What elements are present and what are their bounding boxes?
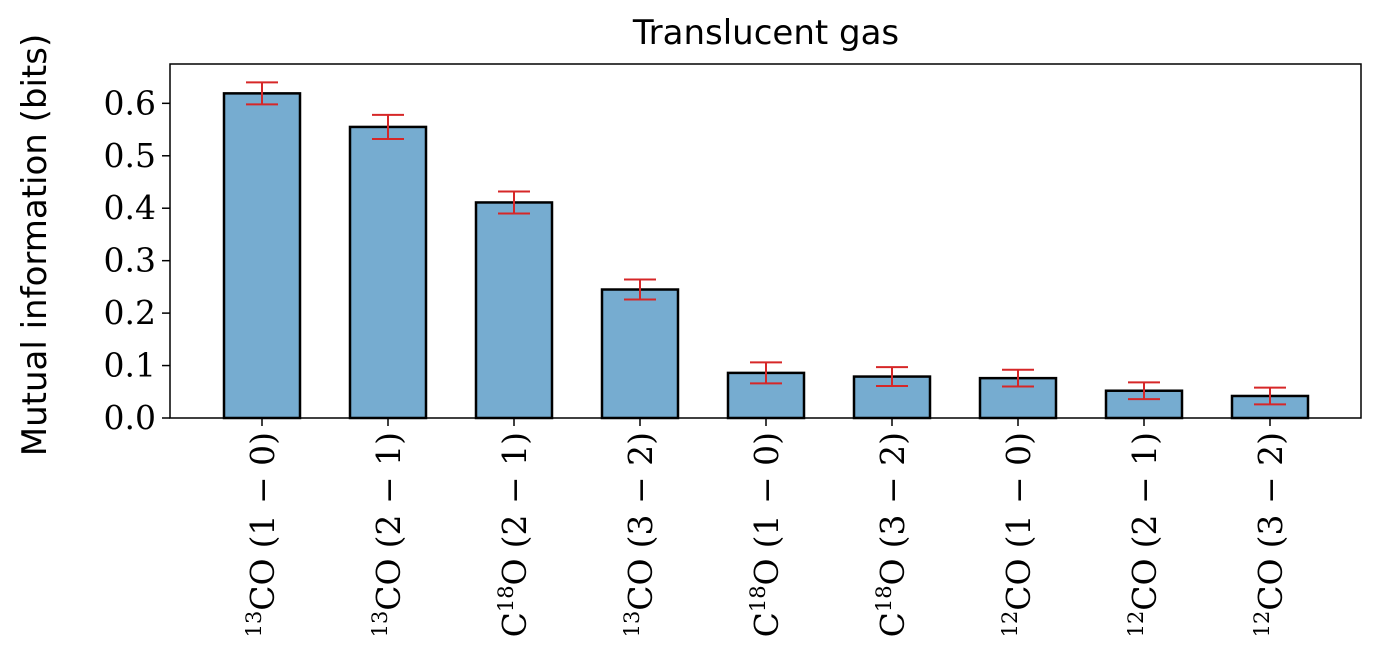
x-tick-label-isotope: 12	[998, 611, 1022, 638]
x-tick-label-transition: (3 − 2)	[873, 432, 912, 548]
x-tick-label: 13CO (3 − 2)	[620, 432, 660, 637]
x-tick-label: C18O (3 − 2)	[872, 432, 912, 637]
error-bars	[246, 81, 1286, 406]
x-tick-label-isotope: 12	[1250, 611, 1274, 638]
x-tick-label-transition: (1 − 0)	[243, 432, 282, 548]
y-axis-ticks: 0.0 0.1 0.2 0.3 0.4 0.5 0.6	[104, 83, 170, 437]
x-tick-label-isotope: 13	[620, 611, 644, 638]
x-tick-label-transition: (1 − 0)	[999, 432, 1038, 548]
plot-frame	[169, 63, 1362, 419]
y-tick-label: 0.5	[104, 136, 156, 175]
x-tick-label-transition: (3 − 2)	[621, 432, 660, 548]
x-tick-label-prefix: C	[495, 612, 534, 637]
x-tick-label-prefix: C	[873, 612, 912, 637]
x-tick-label-isotope: 18	[746, 585, 770, 612]
x-tick-label: 12CO (2 − 1)	[1124, 432, 1164, 637]
x-tick-label-species: CO	[243, 558, 282, 610]
x-tick-label-transition: (1 − 0)	[747, 432, 786, 548]
y-tick-label: 0.6	[104, 83, 156, 122]
x-tick-label-species: CO	[1125, 558, 1164, 610]
x-tick-label-isotope: 13	[368, 611, 392, 638]
x-tick-label-isotope: 18	[872, 585, 896, 612]
x-tick-label-transition: (2 − 1)	[495, 432, 534, 548]
x-tick-label: 13CO (1 − 0)	[242, 432, 282, 637]
x-tick-label-isotope: 12	[1124, 611, 1148, 638]
x-tick-label-isotope: 13	[242, 611, 266, 638]
bar	[348, 125, 428, 420]
bar	[222, 92, 302, 420]
x-tick-label-species: CO	[999, 558, 1038, 610]
bar	[474, 201, 554, 420]
x-tick-label-isotope: 18	[494, 585, 518, 612]
x-tick-label: 12CO (1 − 0)	[998, 432, 1038, 637]
x-tick-label-species: CO	[369, 558, 408, 610]
x-axis-ticks: 13CO(1 − 0)13CO(2 − 1)C18O(2 − 1)13CO(3 …	[242, 418, 1290, 637]
y-tick-label: 0.3	[104, 241, 156, 280]
x-tick-label: C18O (1 − 0)	[746, 432, 786, 637]
x-tick-label-species: O	[747, 558, 786, 585]
x-tick-label: 12CO (3 − 2)	[1250, 432, 1290, 637]
y-axis-label: Mutual information (bits)	[15, 34, 55, 457]
x-tick-label-species: O	[873, 558, 912, 585]
x-tick-label-transition: (3 − 2)	[1251, 432, 1290, 548]
y-tick-label: 0.1	[104, 346, 156, 385]
bar	[600, 288, 680, 420]
x-tick-label-transition: (2 − 1)	[1125, 432, 1164, 548]
x-tick-label-transition: (2 − 1)	[369, 432, 408, 548]
x-tick-label-species: CO	[1251, 558, 1290, 610]
x-tick-label: C18O (2 − 1)	[494, 432, 534, 637]
y-tick-label: 0.0	[104, 398, 156, 437]
y-tick-label: 0.4	[104, 188, 156, 227]
chart-title: Translucent gas	[632, 13, 899, 53]
x-tick-label-species: CO	[621, 558, 660, 610]
x-tick-label-species: O	[495, 558, 534, 585]
x-tick-label-prefix: C	[747, 612, 786, 637]
x-tick-label: 13CO (2 − 1)	[368, 432, 408, 637]
y-tick-label: 0.2	[104, 293, 156, 332]
